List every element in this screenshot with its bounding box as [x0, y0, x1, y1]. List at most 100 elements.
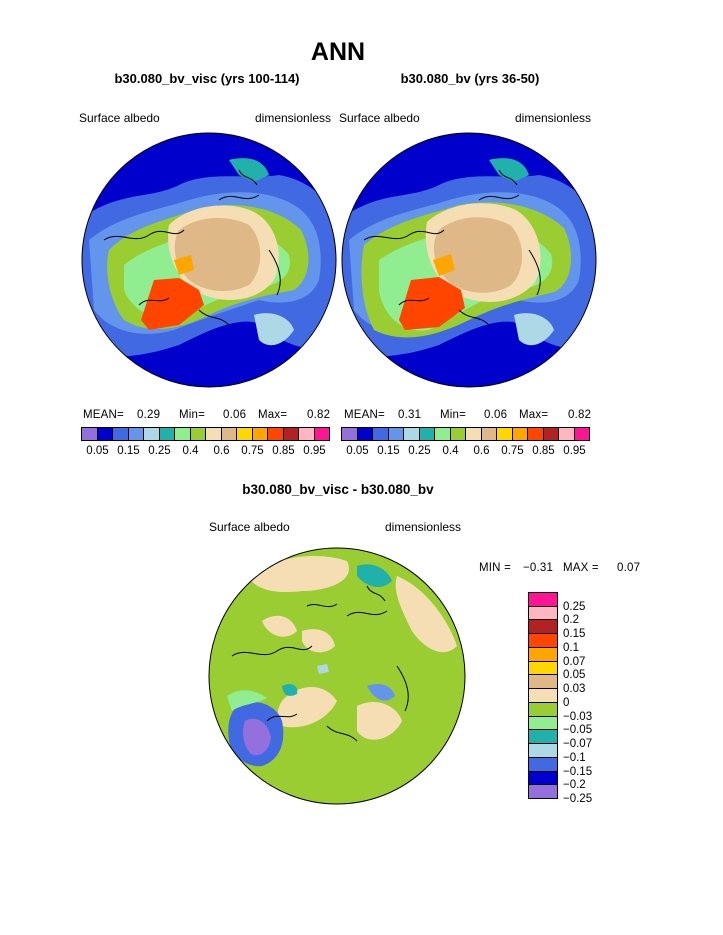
left-min-value: 0.06 — [223, 409, 247, 421]
left-min-label: Min= — [179, 409, 206, 421]
difference-colorbar-tick-label: −0.03 — [563, 710, 593, 723]
right-colorbar-tick-label: 0.4 — [442, 445, 459, 457]
left-colorbar-tick-label: 0.4 — [182, 445, 199, 457]
difference-colorbar-swatch — [528, 633, 558, 648]
difference-colorbar-swatch — [528, 592, 558, 607]
difference-colorbar-tick-label: 0.07 — [563, 655, 586, 668]
right-colorbar-tick-label: 0.85 — [532, 445, 555, 457]
left-colorbar-tick-label: 0.05 — [86, 445, 109, 457]
right-max-value: 0.82 — [568, 409, 592, 421]
right-colorbar-tick-label: 0.05 — [346, 445, 369, 457]
right-polar-map — [341, 132, 597, 388]
left-mean-label: MEAN= — [83, 409, 124, 421]
difference-colorbar-swatch — [528, 660, 558, 676]
left-colorbar-swatch — [158, 427, 175, 441]
right-panel-units-label: dimensionless — [515, 111, 592, 125]
left-colorbar-swatch — [313, 427, 330, 441]
left-colorbar-swatch — [251, 427, 268, 441]
left-colorbar-tick-label: 0.95 — [303, 445, 326, 457]
difference-colorbar-tick-label: 0.03 — [563, 683, 586, 696]
right-colorbar-swatch — [573, 427, 590, 441]
difference-colorbar-swatch — [528, 743, 558, 758]
difference-colorbar-swatch — [528, 715, 558, 731]
right-colorbar-tick-label: 0.15 — [377, 445, 400, 457]
left-colorbar-tick-label: 0.15 — [117, 445, 140, 457]
right-colorbar-swatch — [542, 427, 559, 441]
right-colorbar-swatch — [372, 427, 389, 441]
difference-colorbar-swatch — [528, 646, 558, 662]
right-colorbar-swatch — [480, 427, 497, 441]
diff-max-value: 0.07 — [617, 562, 641, 574]
right-colorbar-swatch — [511, 427, 528, 441]
right-panel-case-label: b30.080_bv (yrs 36-50) — [400, 71, 540, 86]
right-colorbar-swatch — [496, 427, 513, 441]
difference-colorbar-tick-label: −0.15 — [563, 765, 593, 778]
left-colorbar — [81, 427, 330, 441]
left-panel-variable-label: Surface albedo — [79, 111, 160, 125]
right-colorbar — [341, 427, 590, 441]
left-colorbar-swatch — [236, 427, 253, 441]
right-panel-variable-label: Surface albedo — [339, 111, 420, 125]
difference-colorbar-tick-label: −0.2 — [563, 779, 586, 792]
left-colorbar-tick-label: 0.85 — [272, 445, 295, 457]
difference-colorbar-tick-label: 0.05 — [563, 669, 586, 682]
diff-min-label: MIN = — [479, 562, 511, 574]
left-colorbar-swatch — [220, 427, 237, 441]
left-mean-value: 0.29 — [137, 409, 161, 421]
right-min-label: Min= — [440, 409, 467, 421]
difference-colorbar-tick-label: 0 — [563, 696, 570, 709]
right-min-value: 0.06 — [484, 409, 508, 421]
left-colorbar-swatch — [81, 427, 98, 441]
difference-colorbar-swatch — [528, 619, 558, 635]
left-polar-map — [81, 132, 337, 388]
difference-colorbar-tick-label: 0.15 — [563, 628, 586, 641]
right-colorbar-swatch — [558, 427, 575, 441]
left-colorbar-swatch — [205, 427, 222, 441]
right-colorbar-swatch — [434, 427, 451, 441]
left-colorbar-labels: 0.05 0.15 0.25 0.4 0.6 0.75 0.85 0.95 — [82, 445, 330, 459]
left-colorbar-swatch — [298, 427, 315, 441]
right-max-label: Max= — [519, 409, 549, 421]
right-colorbar-swatch — [527, 427, 544, 441]
difference-colorbar-swatch — [528, 605, 558, 621]
difference-title: b30.080_bv_visc - b30.080_bv — [242, 482, 434, 497]
difference-colorbar-swatch — [528, 688, 558, 703]
right-colorbar-swatch — [356, 427, 373, 441]
right-colorbar-swatch — [403, 427, 420, 441]
left-max-value: 0.82 — [307, 409, 331, 421]
right-mean-label: MEAN= — [344, 409, 385, 421]
difference-colorbar-swatch — [528, 701, 558, 717]
left-max-label: Max= — [258, 409, 288, 421]
left-colorbar-swatch — [96, 427, 113, 441]
left-colorbar-tick-label: 0.6 — [213, 445, 230, 457]
difference-variable-label: Surface albedo — [209, 520, 290, 534]
left-colorbar-swatch — [174, 427, 191, 441]
left-panel-case-label: b30.080_bv_visc (yrs 100-114) — [114, 71, 300, 86]
difference-colorbar-swatch — [528, 729, 558, 745]
right-colorbar-labels: 0.05 0.15 0.25 0.4 0.6 0.75 0.85 0.95 — [342, 445, 590, 459]
difference-colorbar-swatch — [528, 756, 558, 772]
right-mean-value: 0.31 — [398, 409, 422, 421]
diff-max-label: MAX = — [563, 562, 599, 574]
right-colorbar-swatch — [418, 427, 435, 441]
right-colorbar-swatch — [387, 427, 404, 441]
left-colorbar-swatch — [189, 427, 206, 441]
difference-colorbar-tick-label: −0.25 — [563, 793, 593, 805]
difference-colorbar-swatch — [528, 770, 558, 786]
difference-colorbar-swatch — [528, 674, 558, 690]
right-colorbar-tick-label: 0.95 — [563, 445, 586, 457]
difference-colorbar-tick-label: −0.07 — [563, 738, 593, 751]
left-panel-units-label: dimensionless — [255, 111, 332, 125]
difference-colorbar-labels: 0.25 0.2 0.15 0.1 0.07 0.05 0.03 0 −0.03 −0.05 −0.… — [563, 593, 633, 805]
right-colorbar-swatch — [341, 427, 358, 441]
difference-units-label: dimensionless — [385, 520, 462, 534]
right-colorbar-tick-label: 0.6 — [473, 445, 490, 457]
left-colorbar-swatch — [143, 427, 160, 441]
difference-colorbar-tick-label: 0.2 — [563, 614, 579, 627]
left-colorbar-swatch — [282, 427, 299, 441]
right-colorbar-swatch — [449, 427, 466, 441]
difference-colorbar — [528, 592, 558, 799]
left-colorbar-tick-label: 0.25 — [148, 445, 171, 457]
difference-polar-map — [208, 547, 466, 805]
difference-colorbar-tick-label: 0.25 — [563, 600, 586, 613]
